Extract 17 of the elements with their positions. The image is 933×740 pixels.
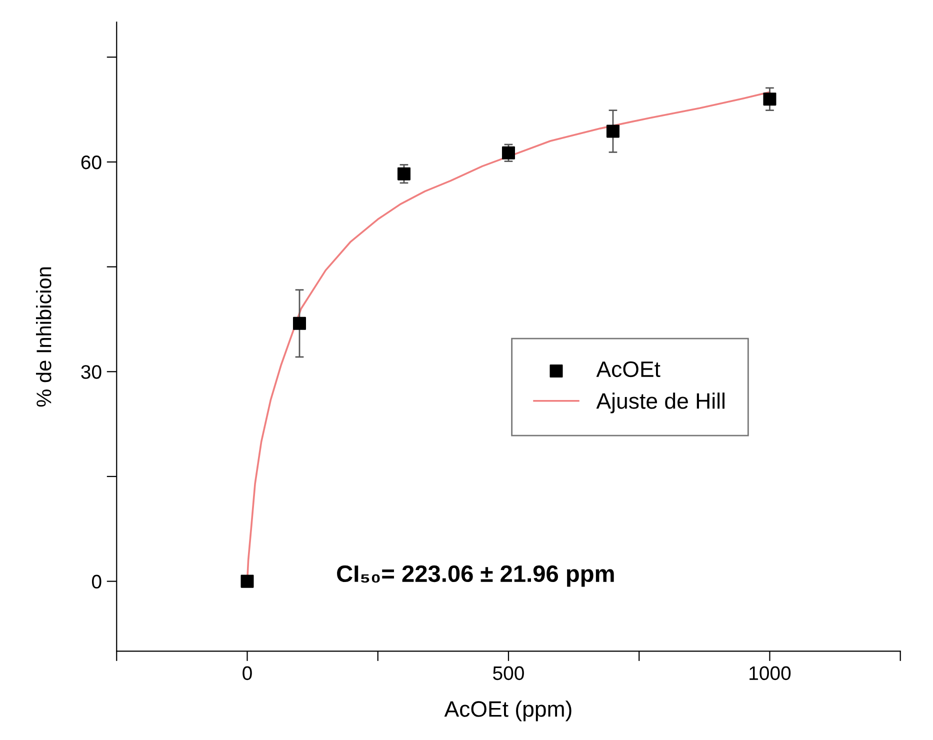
point	[292, 316, 306, 330]
y-tick-label: 0	[92, 574, 102, 589]
point	[397, 167, 410, 180]
y-axis-title: % de Inhibicion	[36, 267, 52, 407]
x-tick-label: 500	[493, 666, 524, 680]
point	[502, 146, 515, 160]
point	[606, 124, 620, 138]
x-tick-label: 1000	[750, 666, 791, 680]
x-tick-label: 0	[242, 666, 252, 680]
point	[763, 92, 776, 106]
y-tick-label: 60	[81, 155, 102, 170]
legend-label: AcOEt	[596, 361, 660, 378]
annotation: CI₅₀= 223.06 ± 21.96 ppm	[337, 565, 614, 587]
legend-label: Ajuste de Hill	[596, 392, 724, 414]
y-tick-label: 30	[81, 365, 102, 379]
point	[240, 574, 254, 588]
x-axis-title: AcOEt (ppm)	[444, 700, 572, 722]
